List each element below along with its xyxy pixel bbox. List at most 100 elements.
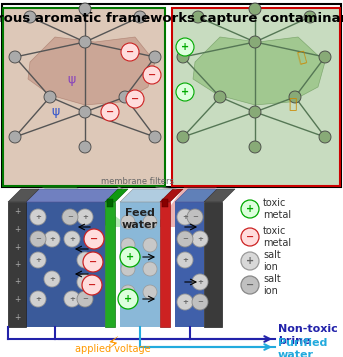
Polygon shape xyxy=(28,37,155,105)
Circle shape xyxy=(119,91,131,103)
FancyBboxPatch shape xyxy=(2,4,341,187)
Text: ψ: ψ xyxy=(68,72,76,85)
Text: +: + xyxy=(35,296,41,302)
Circle shape xyxy=(214,91,226,103)
Circle shape xyxy=(79,141,91,153)
Circle shape xyxy=(62,209,78,225)
Circle shape xyxy=(79,3,91,15)
Text: ⚡: ⚡ xyxy=(107,336,119,354)
Circle shape xyxy=(30,291,46,307)
Polygon shape xyxy=(8,189,39,202)
Text: ψ: ψ xyxy=(51,106,59,119)
Circle shape xyxy=(84,229,104,249)
Circle shape xyxy=(177,294,193,310)
Text: +: + xyxy=(182,257,188,263)
FancyBboxPatch shape xyxy=(3,8,165,186)
Circle shape xyxy=(121,285,135,299)
FancyBboxPatch shape xyxy=(204,202,222,327)
Circle shape xyxy=(143,215,157,229)
Text: −: − xyxy=(82,296,88,302)
Text: +: + xyxy=(14,242,20,251)
Circle shape xyxy=(9,131,21,143)
Text: salt
ion: salt ion xyxy=(263,274,281,296)
Circle shape xyxy=(241,252,259,270)
Text: +: + xyxy=(197,236,203,242)
Text: +: + xyxy=(82,279,88,285)
Circle shape xyxy=(79,106,91,118)
Text: +: + xyxy=(35,257,41,263)
Circle shape xyxy=(121,262,135,276)
Circle shape xyxy=(30,252,46,268)
Text: +: + xyxy=(49,236,55,242)
Text: +: + xyxy=(69,296,75,302)
Text: +: + xyxy=(14,277,20,287)
Text: −: − xyxy=(90,234,98,244)
Circle shape xyxy=(177,51,189,63)
Text: −: − xyxy=(192,214,198,220)
Text: +: + xyxy=(82,214,88,220)
Text: membrane filters: membrane filters xyxy=(100,177,174,186)
Circle shape xyxy=(176,38,194,56)
Text: +: + xyxy=(181,42,189,52)
Polygon shape xyxy=(120,189,173,202)
Circle shape xyxy=(289,91,301,103)
Text: −: − xyxy=(35,236,41,242)
Circle shape xyxy=(9,51,21,63)
Text: −: − xyxy=(148,70,156,80)
Text: +: + xyxy=(49,276,55,282)
Circle shape xyxy=(77,252,93,268)
Polygon shape xyxy=(160,189,183,202)
FancyBboxPatch shape xyxy=(162,199,168,207)
Text: ⌣: ⌣ xyxy=(296,49,308,65)
Circle shape xyxy=(24,11,36,23)
Text: toxic
metal: toxic metal xyxy=(263,198,291,220)
Text: salt
ion: salt ion xyxy=(263,250,281,272)
Text: +: + xyxy=(14,207,20,216)
Circle shape xyxy=(176,83,194,101)
Circle shape xyxy=(241,276,259,294)
Text: +: + xyxy=(14,312,20,322)
Circle shape xyxy=(118,289,138,309)
FancyBboxPatch shape xyxy=(26,202,105,327)
Circle shape xyxy=(82,275,102,295)
Circle shape xyxy=(249,141,261,153)
Circle shape xyxy=(143,285,157,299)
Text: Non-toxic
brine: Non-toxic brine xyxy=(278,324,338,346)
Circle shape xyxy=(77,209,93,225)
Circle shape xyxy=(120,247,140,267)
Text: +: + xyxy=(126,252,134,262)
Circle shape xyxy=(77,291,93,307)
FancyBboxPatch shape xyxy=(8,202,26,327)
Text: Purified
water: Purified water xyxy=(278,338,327,357)
Circle shape xyxy=(187,209,203,225)
Circle shape xyxy=(249,106,261,118)
Text: Feed
water: Feed water xyxy=(122,208,158,230)
Text: −: − xyxy=(89,257,97,267)
Text: +: + xyxy=(14,295,20,304)
Circle shape xyxy=(192,231,208,247)
Circle shape xyxy=(143,66,161,84)
Circle shape xyxy=(177,131,189,143)
Text: toxic
metal: toxic metal xyxy=(263,226,291,248)
Circle shape xyxy=(134,11,146,23)
Circle shape xyxy=(77,274,93,290)
Circle shape xyxy=(192,11,204,23)
Text: +: + xyxy=(246,256,254,266)
Circle shape xyxy=(121,43,139,61)
Circle shape xyxy=(83,252,103,272)
Text: applied voltage: applied voltage xyxy=(75,344,151,354)
Text: +: + xyxy=(182,299,188,305)
FancyBboxPatch shape xyxy=(172,8,340,186)
FancyBboxPatch shape xyxy=(175,202,204,327)
Text: −: − xyxy=(88,280,96,290)
Circle shape xyxy=(192,294,208,310)
FancyBboxPatch shape xyxy=(160,202,170,327)
Polygon shape xyxy=(204,189,235,202)
Circle shape xyxy=(44,91,56,103)
Text: −: − xyxy=(182,236,188,242)
Circle shape xyxy=(143,262,157,276)
Text: +: + xyxy=(124,294,132,304)
Circle shape xyxy=(30,209,46,225)
Polygon shape xyxy=(155,186,218,227)
Text: +: + xyxy=(246,204,254,214)
